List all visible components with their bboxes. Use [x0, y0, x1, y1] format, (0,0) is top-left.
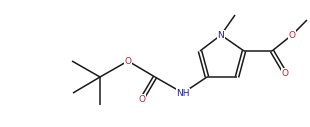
Text: O: O	[281, 68, 289, 77]
Text: NH: NH	[176, 89, 190, 98]
Text: O: O	[125, 57, 131, 66]
Text: N: N	[218, 30, 224, 39]
Text: O: O	[289, 30, 295, 39]
Text: O: O	[139, 94, 145, 104]
